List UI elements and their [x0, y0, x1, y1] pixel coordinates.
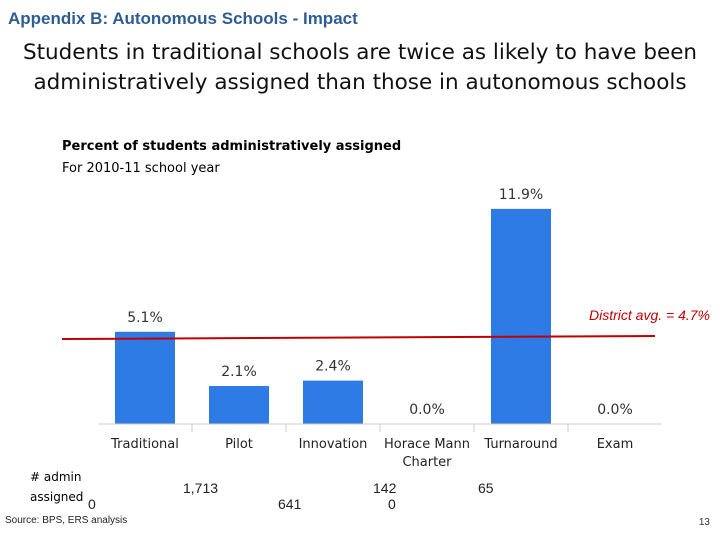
admin-label-line-2: assigned: [30, 490, 84, 504]
category-label: Innovation: [299, 437, 368, 452]
district-average-line: [61, 335, 656, 341]
value-label: 0.0%: [597, 402, 633, 418]
appendix-title: Appendix B: Autonomous Schools - Impact: [8, 9, 358, 28]
bar-innovation: [303, 380, 363, 424]
admin-value: 0: [388, 496, 396, 512]
admin-label-line-1: # admin: [30, 470, 82, 484]
category-label: Exam: [597, 437, 634, 452]
admin-value: 641: [278, 496, 302, 512]
value-label: 0.0%: [409, 402, 445, 418]
bar-traditional: [115, 331, 175, 424]
value-labels-group: 5.1% 2.1% 2.4% 0.0% 11.9% 0.0%: [127, 187, 633, 418]
admin-value: 142: [373, 480, 397, 496]
category-label: Traditional: [110, 437, 179, 452]
source-note: Source: BPS, ERS analysis: [5, 515, 128, 526]
admin-assigned-label: # admin assigned: [30, 467, 83, 507]
district-average-label: District avg. = 4.7%: [589, 307, 710, 323]
value-label: 2.1%: [221, 364, 257, 380]
category-label: Pilot: [225, 437, 253, 452]
value-label: 11.9%: [499, 187, 543, 203]
value-label: 5.1%: [127, 310, 163, 326]
chart-subtitle: Percent of students administratively ass…: [62, 136, 401, 180]
admin-value: 1,713: [183, 480, 219, 496]
chart-subtitle-line-1: Percent of students administratively ass…: [62, 139, 402, 154]
headline-line-1: Students in traditional schools are twic…: [22, 40, 698, 65]
bar-turnaround: [491, 208, 551, 424]
chart-subtitle-line-2: For 2010-11 school year: [62, 161, 220, 176]
headline: Students in traditional schools are twic…: [0, 38, 720, 98]
bar-pilot: [209, 386, 269, 424]
page-number: 13: [698, 517, 710, 528]
admin-value: 0: [88, 496, 96, 512]
bars-group: [115, 208, 551, 424]
headline-line-2: administratively assigned than those in …: [33, 70, 687, 95]
category-label: Turnaround: [483, 437, 557, 452]
value-label: 2.4%: [315, 359, 351, 375]
x-axis: Traditional Pilot Innovation Horace Mann Cha…: [98, 423, 662, 470]
reference-line-group: [61, 335, 656, 341]
category-label: Horace Mann Charter: [384, 437, 470, 470]
admin-value: 65: [478, 480, 494, 496]
